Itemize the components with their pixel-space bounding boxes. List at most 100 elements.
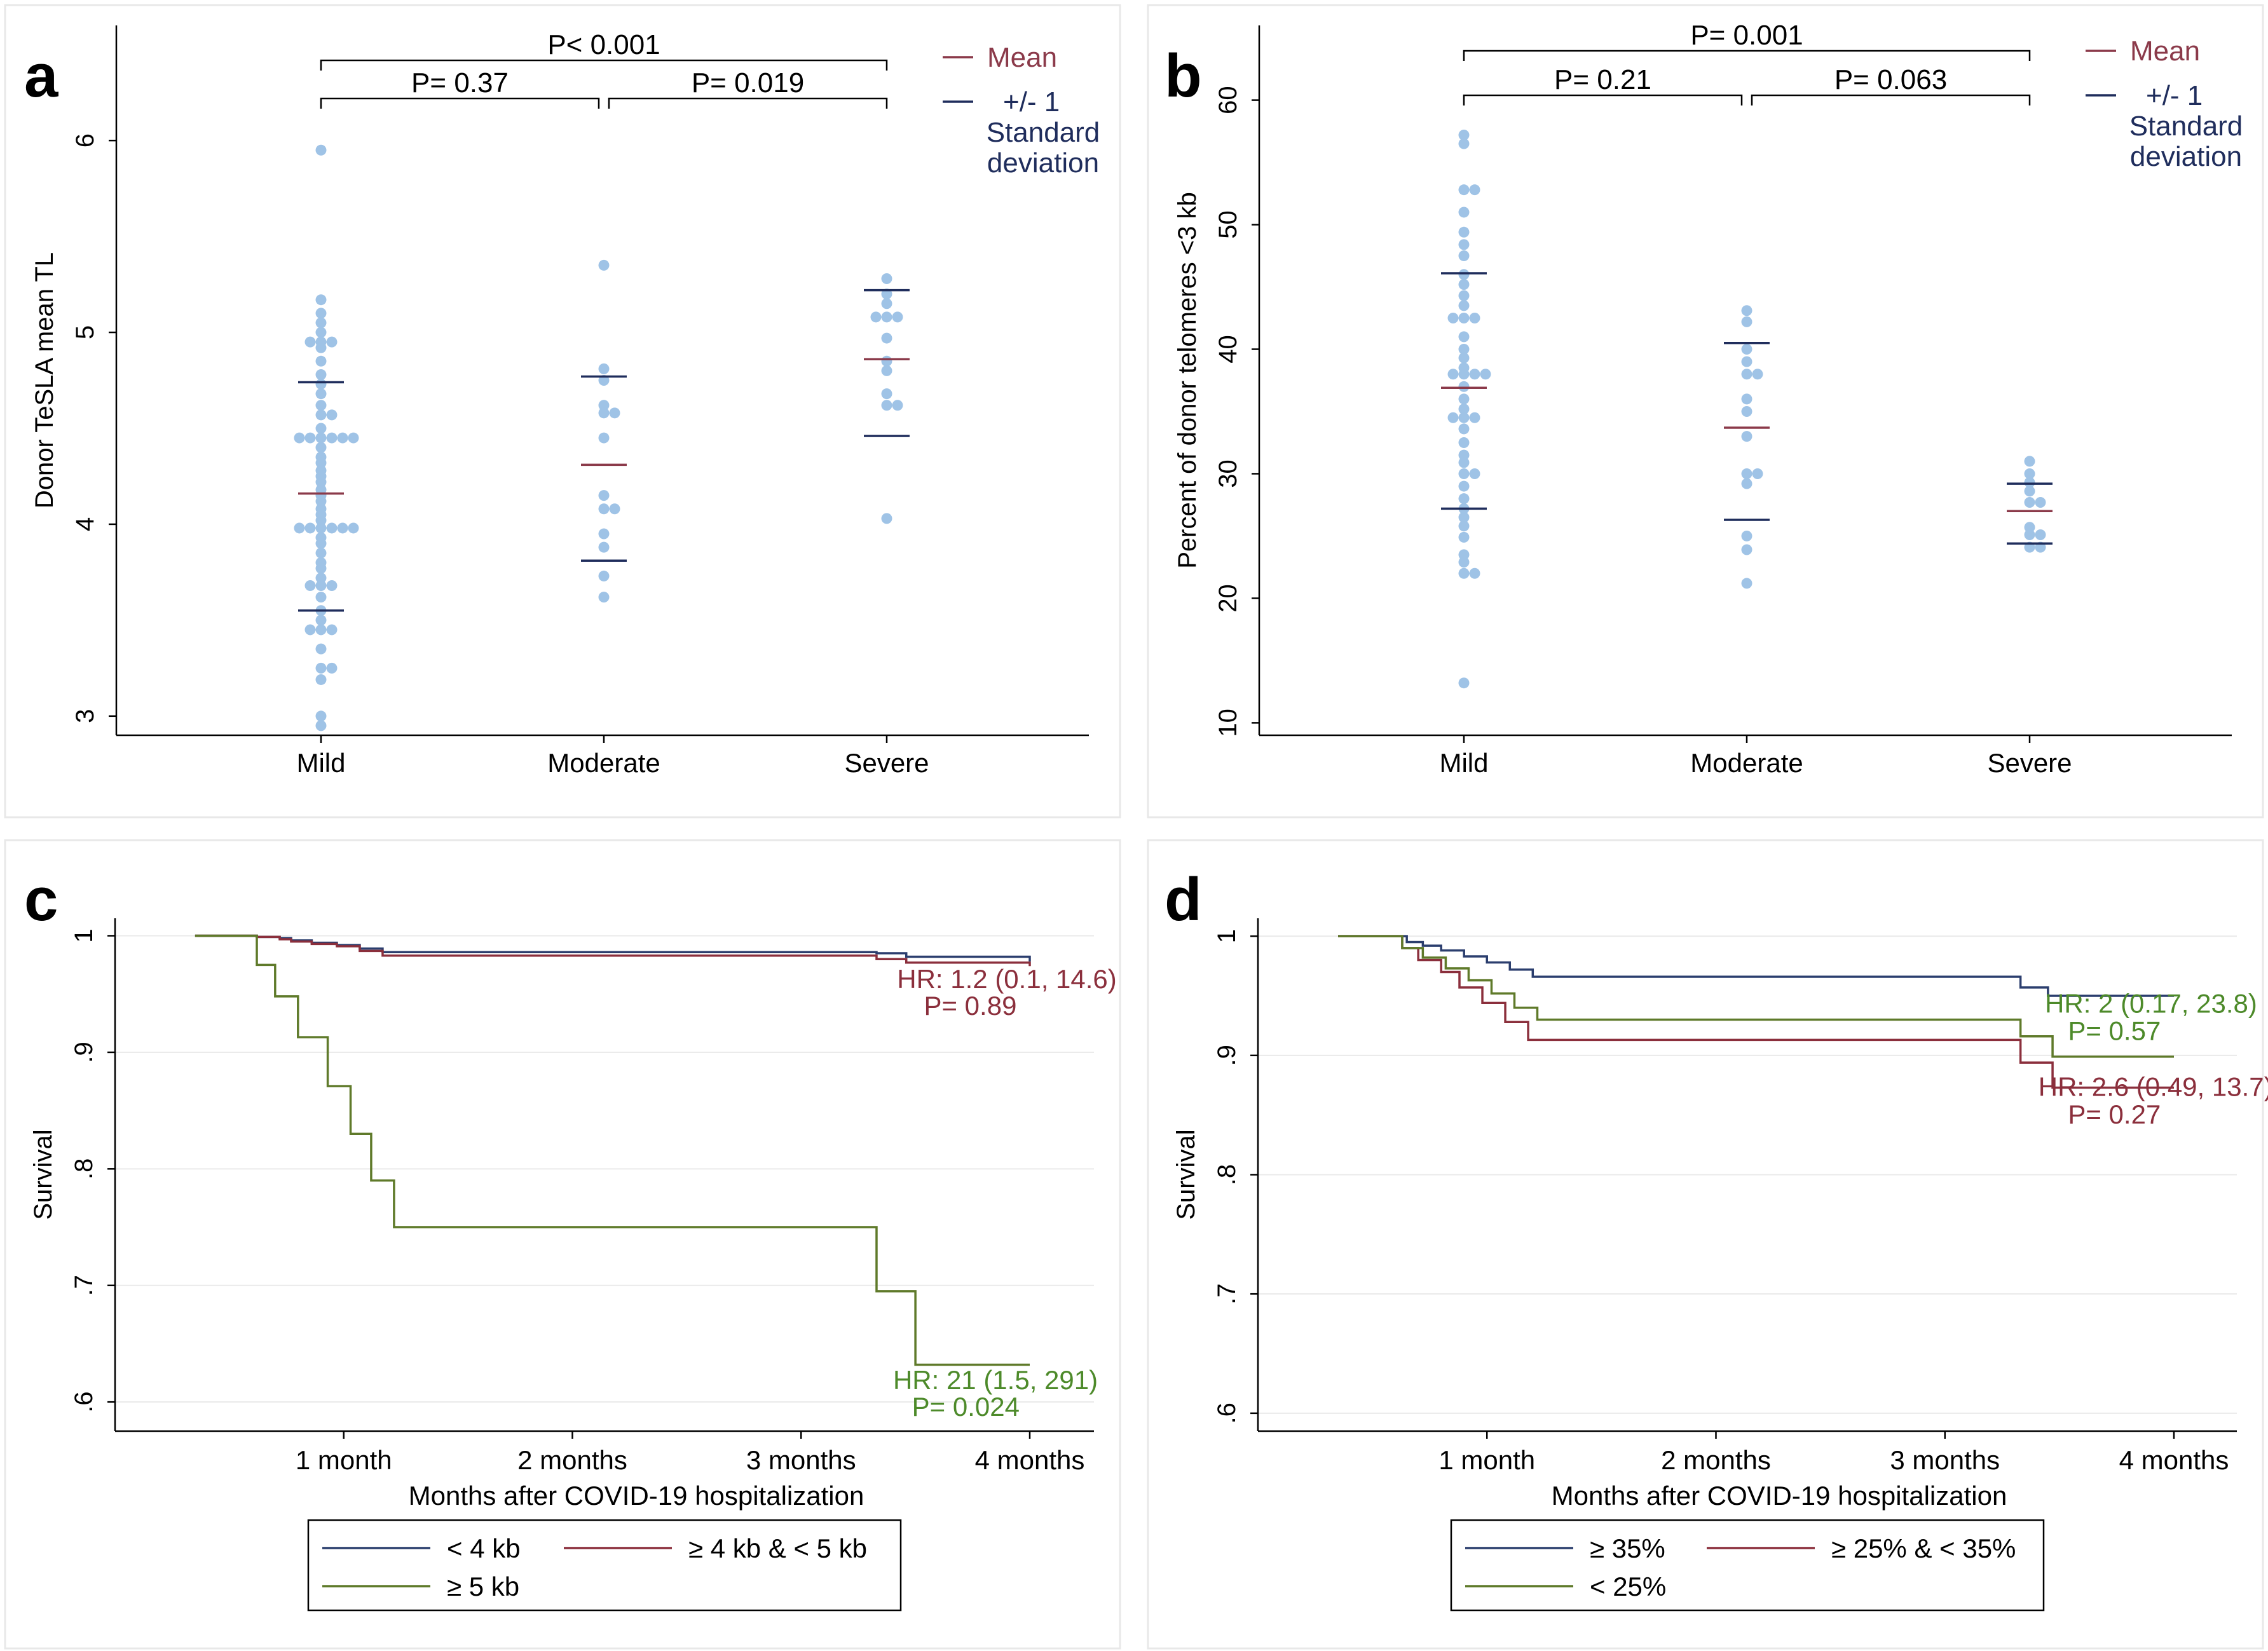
- category-label: Mild: [1439, 748, 1488, 778]
- data-point: [1447, 369, 1459, 380]
- data-point: [1458, 129, 1470, 140]
- category-label: Moderate: [547, 748, 660, 778]
- data-point: [1458, 331, 1470, 343]
- legend-box: [307, 1519, 902, 1612]
- significance-bracket: [1463, 94, 1743, 105]
- data-point: [1741, 478, 1752, 489]
- data-point: [315, 496, 327, 507]
- data-point: [1458, 520, 1470, 532]
- data-point: [315, 674, 327, 685]
- hr-annotation: P= 0.89: [924, 991, 1016, 1021]
- data-point: [1741, 369, 1752, 380]
- y-tick-label: 6: [71, 133, 99, 147]
- data-point: [315, 294, 327, 306]
- p-value-label: P= 0.37: [411, 67, 509, 99]
- y-tick-label: 10: [1214, 709, 1242, 737]
- data-point: [337, 522, 348, 534]
- data-point: [294, 432, 305, 444]
- panel-d-letter: d: [1165, 866, 1202, 934]
- survival-curve: [1338, 935, 2174, 1058]
- data-point: [598, 407, 610, 419]
- data-point: [1741, 356, 1752, 367]
- data-point: [870, 311, 882, 323]
- data-point: [315, 355, 327, 367]
- x-tick-label: 3 months: [746, 1445, 856, 1475]
- data-point: [304, 624, 316, 635]
- data-point: [315, 522, 327, 534]
- data-point: [315, 144, 327, 156]
- data-point: [1458, 300, 1470, 311]
- legend-label: ≥ 5 kb: [447, 1572, 519, 1601]
- hr-annotation: HR: 1.2 (0.1, 14.6): [897, 964, 1117, 994]
- data-point: [315, 624, 327, 635]
- data-point: [1458, 138, 1470, 149]
- data-point: [315, 409, 327, 421]
- panel-c-frame: [4, 839, 1121, 1650]
- data-point: [2035, 529, 2046, 540]
- significance-bracket: [320, 97, 600, 109]
- data-point: [315, 580, 327, 592]
- data-point: [315, 388, 327, 400]
- data-point: [881, 513, 892, 524]
- hr-annotation: HR: 2 (0.17, 23.8): [2045, 988, 2257, 1018]
- data-point: [326, 624, 338, 635]
- data-point: [1458, 531, 1470, 543]
- category-label: Severe: [1987, 748, 2072, 778]
- p-value-label: P= 0.063: [1834, 64, 1947, 95]
- data-point: [326, 432, 338, 444]
- data-point: [881, 311, 892, 323]
- data-point: [348, 432, 359, 444]
- x-axis-label: Months after COVID-19 hospitalization: [409, 1481, 864, 1511]
- data-point: [881, 365, 892, 376]
- y-tick-label: 1: [1213, 929, 1241, 943]
- data-point: [294, 522, 305, 534]
- data-point: [1752, 468, 1763, 479]
- legend-box: [1450, 1519, 2045, 1612]
- data-point: [315, 442, 327, 453]
- y-axis-label: Percent of donor telomeres <3 kb: [1173, 192, 1201, 569]
- significance-bracket: [1463, 50, 2031, 61]
- y-tick-label: 40: [1214, 335, 1242, 363]
- x-tick-label: 4 months: [2119, 1445, 2229, 1475]
- data-point: [1458, 226, 1470, 238]
- data-point: [1741, 530, 1752, 541]
- data-point: [348, 522, 359, 534]
- data-point: [2024, 477, 2035, 488]
- data-point: [1458, 290, 1470, 301]
- data-point: [1458, 468, 1470, 479]
- data-point: [598, 432, 610, 444]
- data-point: [881, 388, 892, 400]
- data-point: [598, 592, 610, 603]
- chart-d: 1 .9 .8 .7 .6 Survival 1 month 2 months 3 months…: [1172, 918, 2268, 1612]
- data-point: [304, 336, 316, 348]
- data-point: [315, 562, 327, 574]
- y-tick-label: .7: [70, 1275, 98, 1296]
- y-axis-label: Survival: [1172, 1129, 1200, 1220]
- data-point: [1469, 184, 1480, 196]
- data-point: [598, 503, 610, 515]
- data-point: [2024, 468, 2035, 479]
- data-point: [1458, 313, 1470, 324]
- y-tick-label: .8: [1213, 1164, 1241, 1185]
- data-point: [1458, 549, 1470, 561]
- data-point: [2024, 497, 2035, 508]
- panel-d-frame: [1147, 839, 2264, 1650]
- data-point: [598, 363, 610, 374]
- data-point: [1480, 369, 1491, 380]
- data-point: [1458, 457, 1470, 468]
- data-point: [315, 572, 327, 583]
- data-point: [1741, 544, 1752, 555]
- data-point: [337, 432, 348, 444]
- chart-c: 1 .9 .8 .7 .6 Survival 1 month 2 months 3 months…: [29, 918, 1117, 1612]
- data-point: [881, 289, 892, 300]
- legend-sd-label: Standard: [2129, 111, 2243, 142]
- data-point: [2024, 456, 2035, 467]
- data-point: [326, 580, 338, 592]
- legend-sd-label: +/- 1: [2146, 80, 2203, 111]
- data-point: [1458, 437, 1470, 448]
- data-point: [1752, 369, 1763, 380]
- data-point: [1469, 313, 1480, 324]
- hr-annotation: P= 0.57: [2068, 1016, 2161, 1045]
- significance-bracket: [1751, 94, 2031, 105]
